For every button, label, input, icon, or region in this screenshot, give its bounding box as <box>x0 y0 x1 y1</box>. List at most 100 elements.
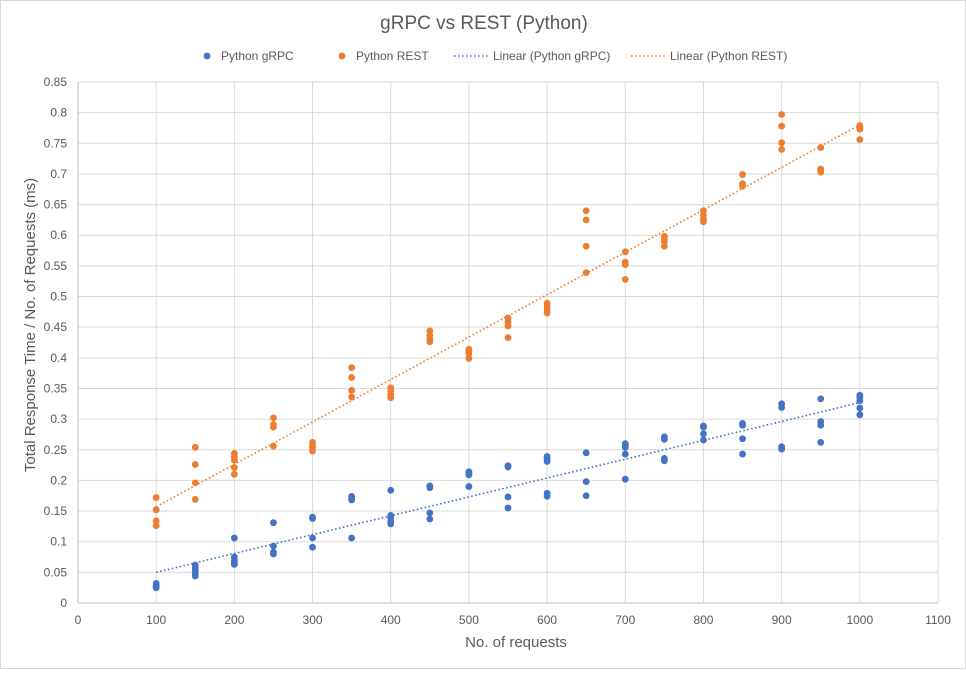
rest-point <box>309 447 316 455</box>
rest-point <box>152 517 160 525</box>
rest-point <box>778 111 786 118</box>
legend-marker <box>338 52 346 60</box>
x-tick-label: 100 <box>146 613 166 627</box>
grpc-point <box>700 423 707 431</box>
rest-point <box>739 182 746 190</box>
grpc-point <box>191 572 199 580</box>
grpc-point <box>426 484 434 492</box>
grpc-point <box>739 435 746 443</box>
grpc-point <box>778 445 786 453</box>
grpc-point <box>504 493 512 501</box>
rest-point <box>543 309 551 317</box>
grpc-point <box>621 450 629 458</box>
rest-point <box>191 443 199 451</box>
grpc-point <box>660 435 668 443</box>
rest-point <box>270 423 277 431</box>
rest-point <box>778 122 786 130</box>
y-tick-label: 0.05 <box>44 565 68 579</box>
y-tick-label: 0.55 <box>44 259 68 273</box>
grpc-point <box>582 492 590 500</box>
grpc-point <box>700 436 707 444</box>
grpc-point <box>426 509 434 517</box>
rest-point <box>191 496 199 503</box>
rest-point <box>230 470 238 478</box>
y-tick-label: 0.35 <box>44 381 68 395</box>
grpc-point <box>270 550 277 558</box>
rest-point <box>739 171 746 178</box>
rest-point <box>230 456 238 464</box>
rest-point <box>348 364 356 372</box>
legend-label: Python gRPC <box>221 49 294 63</box>
rest-point <box>778 146 786 153</box>
grpc-point <box>387 520 395 528</box>
rest-point <box>582 216 590 224</box>
grpc-point <box>309 515 316 522</box>
rest-point <box>700 218 707 226</box>
rest-point <box>465 350 473 357</box>
rest-point <box>504 322 512 330</box>
grpc-point <box>465 483 473 490</box>
data-points <box>152 111 864 592</box>
grpc-point <box>739 421 746 429</box>
grpc-point <box>270 519 277 527</box>
rest-point <box>582 207 590 215</box>
y-tick-label: 0.85 <box>44 75 68 89</box>
grpc-point <box>504 463 512 471</box>
x-tick-label: 500 <box>459 613 479 627</box>
grpc-point <box>309 534 316 542</box>
rest-point <box>191 461 199 468</box>
rest-point <box>270 414 277 422</box>
y-tick-label: 0.8 <box>50 106 67 120</box>
rest-point <box>152 494 160 501</box>
x-tick-label: 0 <box>75 613 82 627</box>
legend: Python gRPC Python REST Linear (Python gRP… <box>203 49 787 63</box>
rest-point <box>387 394 395 402</box>
x-tick-label: 1100 <box>925 613 951 627</box>
rest-point <box>778 139 786 147</box>
y-tick-label: 0.25 <box>44 443 68 457</box>
y-tick-label: 0.65 <box>44 198 68 212</box>
grpc-point <box>426 515 434 523</box>
rest-point <box>582 242 590 250</box>
rest-point <box>660 242 668 250</box>
legend-label: Linear (Python REST) <box>670 49 787 63</box>
rest-point <box>152 522 160 530</box>
y-tick-label: 0.1 <box>50 535 67 549</box>
rest-point <box>621 248 629 256</box>
y-tick-label: 0.7 <box>50 167 67 181</box>
y-tick-label: 0.2 <box>50 473 67 487</box>
grpc-point <box>504 504 512 512</box>
rest-point <box>348 386 356 394</box>
rest-point <box>270 442 277 450</box>
grpc-point <box>621 475 629 483</box>
grpc-point <box>543 492 551 500</box>
y-tick-label: 0 <box>60 596 67 610</box>
grpc-point <box>817 439 825 446</box>
y-tick-label: 0.75 <box>44 136 68 150</box>
gridlines <box>78 81 939 603</box>
grpc-point <box>543 458 551 465</box>
rest-point <box>817 168 825 176</box>
y-tick-label: 0.4 <box>50 351 67 365</box>
grpc-point <box>856 404 864 412</box>
y-axis-title: Total Response Time / No. of Requests (m… <box>22 178 39 472</box>
grpc-point <box>621 443 629 451</box>
grpc-point <box>739 450 746 458</box>
y-tick-label: 0.15 <box>44 504 68 518</box>
rest-point <box>504 334 512 341</box>
grpc-point <box>230 534 238 542</box>
grpc-point <box>817 395 825 403</box>
x-tick-label: 800 <box>693 613 713 627</box>
grpc-point <box>582 478 590 486</box>
chart-title: gRPC vs REST (Python) <box>380 13 588 34</box>
y-tick-label: 0.5 <box>50 290 67 304</box>
trendline-grpc <box>155 401 861 574</box>
grpc-point <box>230 560 238 568</box>
grpc-point <box>309 543 316 551</box>
rest-point <box>191 479 199 487</box>
grpc-point <box>465 471 473 479</box>
rest-point <box>426 338 434 346</box>
grpc-point <box>856 411 864 419</box>
